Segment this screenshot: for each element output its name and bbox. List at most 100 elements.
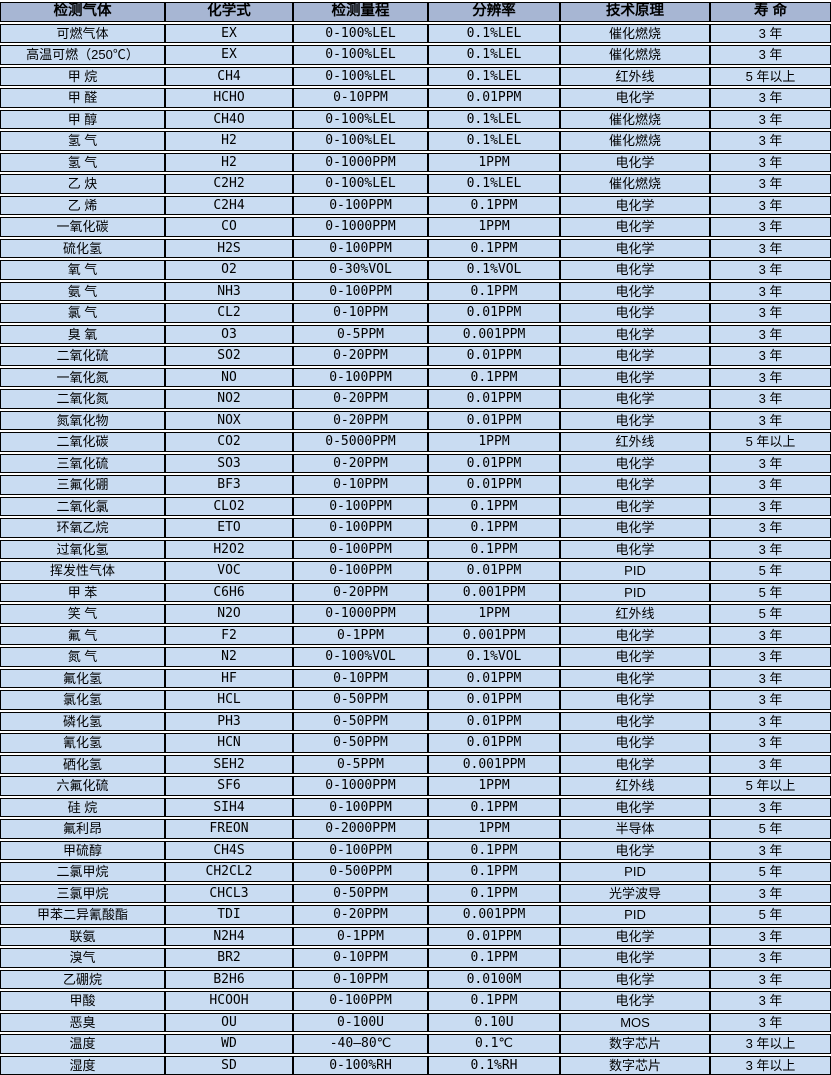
table-row: 臭 氧 O3 0-5PPM 0.001PPM 电化学 3 年 (0, 324, 831, 344)
table-row: 氢 气 H2 0-1000PPM 1PPM 电化学 3 年 (0, 152, 831, 172)
cell-gas-name: 二氧化氯 (0, 496, 165, 516)
cell-gas-name: 恶臭 (0, 1012, 165, 1032)
cell-formula: SF6 (165, 776, 293, 796)
cell-gas-name: 高温可燃（250℃） (0, 45, 165, 65)
cell-gas-name: 温度 (0, 1034, 165, 1054)
cell-range: 0-100%LEL (293, 45, 428, 65)
cell-formula: N2O (165, 604, 293, 624)
table-row: 氰化氢 HCN 0-50PPM 0.01PPM 电化学 3 年 (0, 733, 831, 753)
cell-resolution: 0.001PPM (428, 754, 560, 774)
cell-formula: BF3 (165, 475, 293, 495)
cell-range: 0-100PPM (293, 281, 428, 301)
cell-formula: C2H2 (165, 174, 293, 194)
cell-lifespan: 3 年 (710, 324, 831, 344)
cell-resolution: 1PPM (428, 604, 560, 624)
cell-principle: 电化学 (560, 88, 710, 108)
cell-lifespan: 3 年 (710, 840, 831, 860)
cell-gas-name: 氮氧化物 (0, 410, 165, 430)
cell-principle: PID (560, 582, 710, 602)
cell-formula: CH2CL2 (165, 862, 293, 882)
cell-formula: N2 (165, 647, 293, 667)
cell-range: 0-10PPM (293, 668, 428, 688)
cell-range: 0-20PPM (293, 582, 428, 602)
cell-formula: C2H4 (165, 195, 293, 215)
cell-resolution: 0.01PPM (428, 88, 560, 108)
cell-resolution: 0.1PPM (428, 518, 560, 538)
cell-formula: CO2 (165, 432, 293, 452)
table-row: 乙 烯 C2H4 0-100PPM 0.1PPM 电化学 3 年 (0, 195, 831, 215)
table-row: 甲硫醇 CH4S 0-100PPM 0.1PPM 电化学 3 年 (0, 840, 831, 860)
table-row: 溴气 BR2 0-10PPM 0.1PPM 电化学 3 年 (0, 948, 831, 968)
cell-resolution: 0.01PPM (428, 926, 560, 946)
cell-resolution: 0.01PPM (428, 690, 560, 710)
table-row: 氟化氢 HF 0-10PPM 0.01PPM 电化学 3 年 (0, 668, 831, 688)
cell-principle: 数字芯片 (560, 1055, 710, 1075)
cell-formula: SIH4 (165, 797, 293, 817)
cell-principle: 电化学 (560, 410, 710, 430)
table-row: 磷化氢 PH3 0-50PPM 0.01PPM 电化学 3 年 (0, 711, 831, 731)
cell-principle: 电化学 (560, 711, 710, 731)
cell-gas-name: 甲 苯 (0, 582, 165, 602)
cell-lifespan: 3 年 (710, 948, 831, 968)
cell-range: 0-10PPM (293, 303, 428, 323)
column-header-resolution: 分辨率 (428, 2, 560, 22)
cell-principle: 电化学 (560, 948, 710, 968)
cell-gas-name: 甲 醇 (0, 109, 165, 129)
cell-range: 0-1000PPM (293, 604, 428, 624)
cell-gas-name: 三氯甲烷 (0, 883, 165, 903)
cell-range: 0-10PPM (293, 475, 428, 495)
cell-lifespan: 3 年 (710, 1012, 831, 1032)
cell-formula: NO (165, 367, 293, 387)
cell-resolution: 0.1PPM (428, 195, 560, 215)
cell-lifespan: 3 年 (710, 389, 831, 409)
cell-lifespan: 5 年以上 (710, 432, 831, 452)
cell-principle: 电化学 (560, 754, 710, 774)
cell-lifespan: 3 年 (710, 539, 831, 559)
cell-resolution: 0.01PPM (428, 668, 560, 688)
cell-range: 0-1PPM (293, 926, 428, 946)
cell-principle: 电化学 (560, 195, 710, 215)
cell-principle: 电化学 (560, 647, 710, 667)
cell-formula: H2 (165, 152, 293, 172)
table-row: 乙硼烷 B2H6 0-10PPM 0.0100M 电化学 3 年 (0, 969, 831, 989)
cell-range: -40—80℃ (293, 1034, 428, 1054)
cell-lifespan: 5 年 (710, 862, 831, 882)
cell-formula: HCOOH (165, 991, 293, 1011)
cell-gas-name: 三氟化硼 (0, 475, 165, 495)
cell-formula: N2H4 (165, 926, 293, 946)
cell-principle: 催化燃烧 (560, 23, 710, 43)
table-row: 一氧化碳 CO 0-1000PPM 1PPM 电化学 3 年 (0, 217, 831, 237)
cell-lifespan: 3 年 (710, 733, 831, 753)
cell-lifespan: 3 年 (710, 518, 831, 538)
cell-principle: 电化学 (560, 217, 710, 237)
cell-gas-name: 磷化氢 (0, 711, 165, 731)
cell-principle: 数字芯片 (560, 1034, 710, 1054)
cell-resolution: 0.1%LEL (428, 109, 560, 129)
cell-principle: 电化学 (560, 797, 710, 817)
cell-range: 0-100PPM (293, 840, 428, 860)
cell-formula: EX (165, 23, 293, 43)
cell-principle: 电化学 (560, 346, 710, 366)
cell-formula: CLO2 (165, 496, 293, 516)
cell-formula: NH3 (165, 281, 293, 301)
column-header-formula: 化学式 (165, 2, 293, 22)
table-row: 恶臭 OU 0-100U 0.10U MOS 3 年 (0, 1012, 831, 1032)
cell-range: 0-10PPM (293, 948, 428, 968)
cell-gas-name: 三氧化硫 (0, 453, 165, 473)
cell-lifespan: 3 年 (710, 883, 831, 903)
table-row: 氯 气 CL2 0-10PPM 0.01PPM 电化学 3 年 (0, 303, 831, 323)
table-row: 可燃气体 EX 0-100%LEL 0.1%LEL 催化燃烧 3 年 (0, 23, 831, 43)
cell-principle: 电化学 (560, 539, 710, 559)
table-row: 氮氧化物 NOX 0-20PPM 0.01PPM 电化学 3 年 (0, 410, 831, 430)
table-row: 挥发性气体 VOC 0-100PPM 0.01PPM PID 5 年 (0, 561, 831, 581)
cell-formula: CO (165, 217, 293, 237)
cell-formula: CHCL3 (165, 883, 293, 903)
cell-lifespan: 3 年 (710, 625, 831, 645)
cell-principle: 电化学 (560, 840, 710, 860)
cell-range: 0-20PPM (293, 389, 428, 409)
cell-principle: 电化学 (560, 152, 710, 172)
table-row: 甲 醛 HCHO 0-10PPM 0.01PPM 电化学 3 年 (0, 88, 831, 108)
cell-resolution: 0.1PPM (428, 948, 560, 968)
table-row: 氮 气 N2 0-100%VOL 0.1%VOL 电化学 3 年 (0, 647, 831, 667)
cell-resolution: 0.1PPM (428, 539, 560, 559)
